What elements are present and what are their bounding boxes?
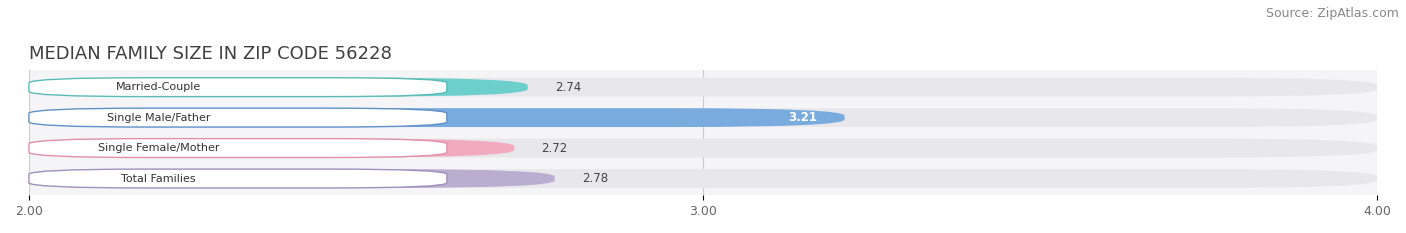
- FancyBboxPatch shape: [30, 108, 447, 127]
- Text: Married-Couple: Married-Couple: [115, 82, 201, 92]
- FancyBboxPatch shape: [30, 169, 1376, 188]
- Text: 3.21: 3.21: [789, 111, 818, 124]
- Text: 2.74: 2.74: [555, 81, 581, 94]
- Text: 2.72: 2.72: [541, 142, 568, 154]
- FancyBboxPatch shape: [30, 108, 845, 127]
- Text: 2.78: 2.78: [582, 172, 607, 185]
- FancyBboxPatch shape: [30, 169, 447, 188]
- FancyBboxPatch shape: [30, 169, 555, 188]
- Text: Single Male/Father: Single Male/Father: [107, 113, 211, 123]
- FancyBboxPatch shape: [30, 139, 515, 158]
- FancyBboxPatch shape: [30, 78, 447, 97]
- FancyBboxPatch shape: [30, 139, 1376, 158]
- FancyBboxPatch shape: [30, 78, 1376, 97]
- FancyBboxPatch shape: [30, 108, 1376, 127]
- FancyBboxPatch shape: [30, 139, 447, 158]
- Text: Single Female/Mother: Single Female/Mother: [98, 143, 219, 153]
- FancyBboxPatch shape: [30, 78, 527, 97]
- Text: Source: ZipAtlas.com: Source: ZipAtlas.com: [1265, 7, 1399, 20]
- Text: Total Families: Total Families: [121, 174, 195, 184]
- Text: MEDIAN FAMILY SIZE IN ZIP CODE 56228: MEDIAN FAMILY SIZE IN ZIP CODE 56228: [30, 45, 392, 63]
